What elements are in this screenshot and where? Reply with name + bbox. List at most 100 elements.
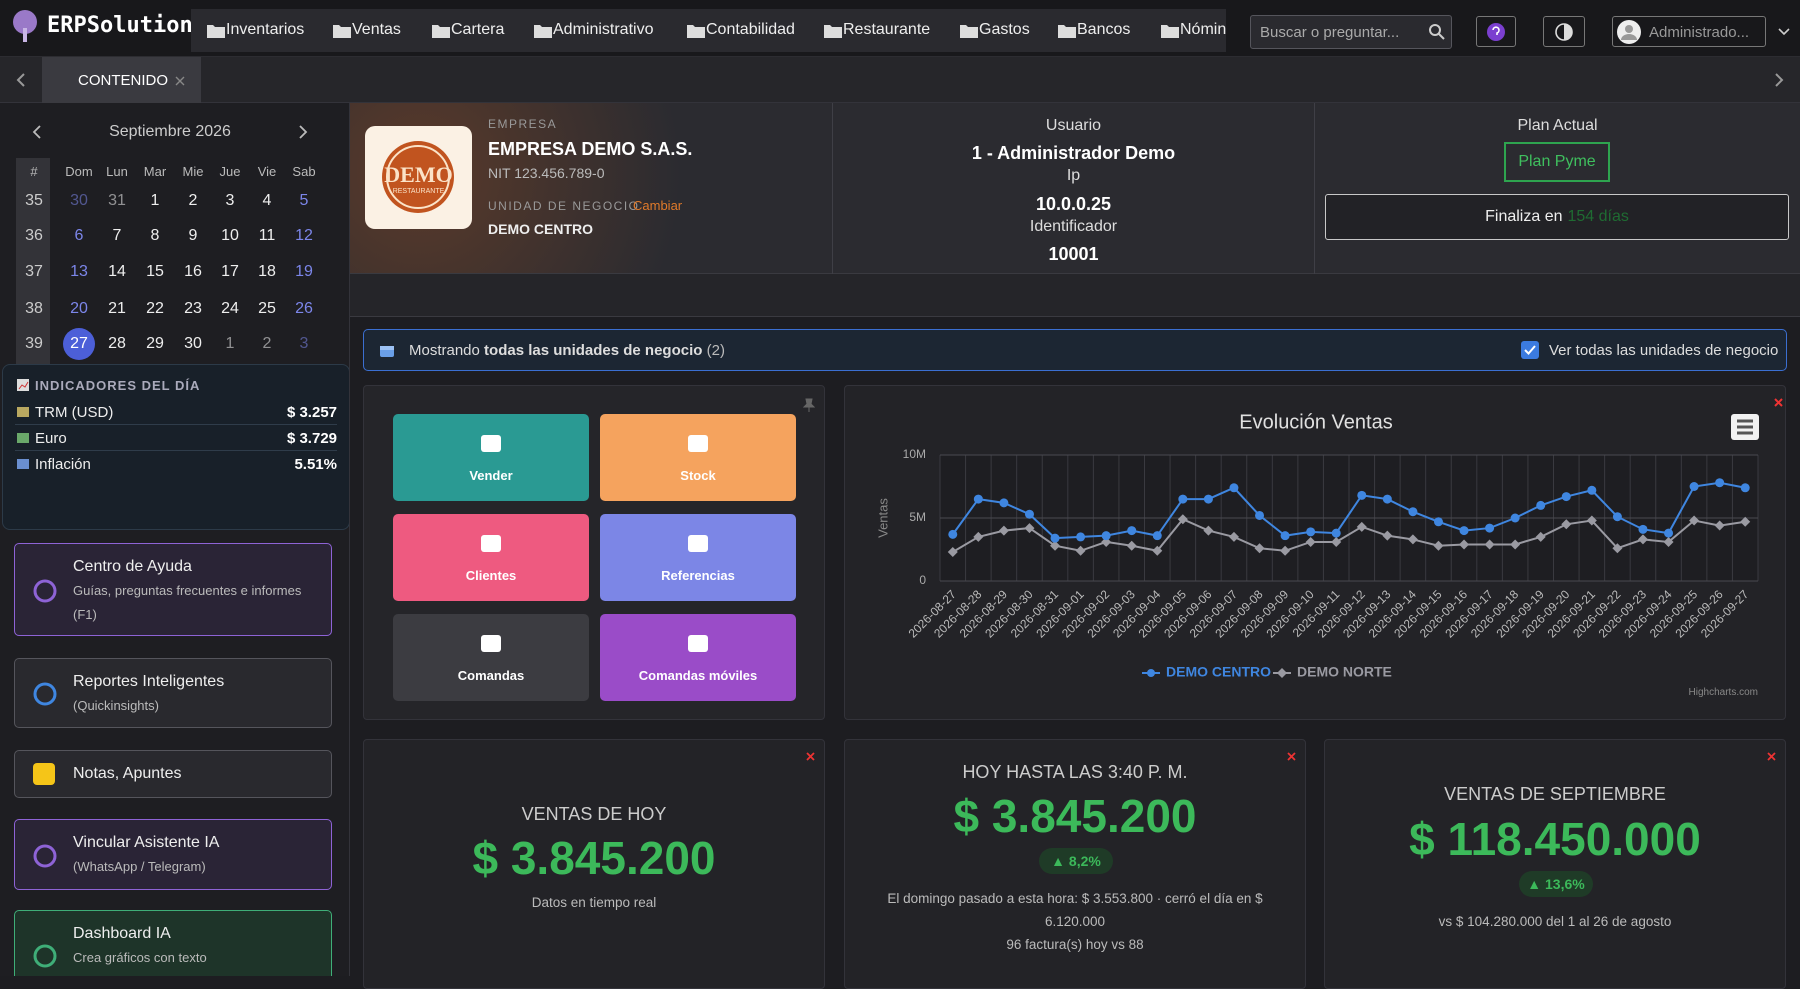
point (1050, 533, 1060, 543)
chart-title: Evolución Ventas (1239, 411, 1392, 433)
plan-badge[interactable]: Plan Pyme (1504, 142, 1610, 182)
side-card[interactable]: Notas, Apuntes (14, 750, 332, 798)
user-label: Usuario (1045, 117, 1102, 134)
quick-action[interactable]: Referencias (600, 514, 796, 601)
point (1356, 521, 1367, 532)
quick-action[interactable]: Comandas (393, 614, 589, 701)
calendar-day[interactable]: 11 (258, 227, 276, 244)
quick-action-icon (688, 435, 708, 452)
calendar-day[interactable]: 6 (74, 227, 84, 244)
indicator-icon (17, 433, 29, 443)
user-button[interactable]: Administrado... (1612, 16, 1766, 47)
side-card[interactable]: Dashboard IA Crea gráficos con texto (14, 910, 332, 976)
calendar-day[interactable]: 19 (295, 263, 313, 280)
user-caret[interactable] (1778, 28, 1790, 36)
calendar-day[interactable]: 13 (70, 263, 88, 280)
calendar-day[interactable]: 29 (146, 335, 164, 352)
help-button[interactable] (1476, 16, 1516, 47)
week-number: 36 (25, 227, 43, 244)
search-box[interactable]: Buscar o preguntar... (1250, 15, 1452, 49)
icon-shape (17, 433, 29, 443)
calendar-day[interactable]: 10 (221, 227, 239, 244)
folder-shape (432, 25, 450, 38)
logo-subtext: RESTAURANTE (392, 188, 445, 195)
quick-action[interactable]: Comandas móviles (600, 614, 796, 701)
calendar-day[interactable]: 1 (225, 335, 235, 352)
calendar-day[interactable]: 3 (299, 335, 309, 352)
brand[interactable]: ERPSolution (47, 13, 193, 38)
pin-icon[interactable] (803, 398, 815, 412)
calendar-day[interactable]: 27 (70, 335, 88, 352)
calendar-day[interactable]: 2 (188, 192, 198, 209)
calendar-day[interactable]: 7 (112, 227, 122, 244)
calendar-day[interactable]: 1 (150, 192, 160, 209)
export-menu[interactable] (1731, 414, 1759, 440)
calendar-day[interactable]: 20 (70, 300, 88, 317)
calendar-day[interactable]: 24 (221, 300, 239, 317)
calendar-day[interactable]: 23 (184, 300, 202, 317)
indicator-divider (15, 424, 337, 425)
calendar-day[interactable]: 14 (108, 263, 126, 280)
point (1177, 514, 1188, 525)
units-count: (2) (706, 342, 725, 359)
unit-change[interactable]: Cambiar (633, 198, 683, 213)
side-card[interactable]: Reportes Inteligentes (Quickinsights) (14, 658, 332, 728)
calendar-day[interactable]: 8 (150, 227, 160, 244)
legend-item[interactable]: DEMO CENTRO (1142, 664, 1271, 680)
indicators-icon (17, 379, 29, 391)
quick-action[interactable]: Stock (600, 414, 796, 501)
side-card[interactable]: Vincular Asistente IA (WhatsApp / Telegra… (14, 819, 332, 890)
theme-button[interactable] (1543, 16, 1585, 47)
calendar-day[interactable]: 12 (295, 227, 313, 244)
calendar-day[interactable]: 30 (184, 335, 202, 352)
calendar-day[interactable]: 25 (258, 300, 276, 317)
side-card[interactable]: Centro de Ayuda Guías, preguntas frecuent… (14, 543, 332, 636)
calendar-day[interactable]: 4 (262, 192, 272, 209)
menu-label: Bancos (1077, 21, 1131, 38)
calendar-day[interactable]: 17 (221, 263, 239, 280)
quick-action[interactable]: Clientes (393, 514, 589, 601)
legend-item[interactable]: DEMO NORTE (1273, 664, 1392, 680)
units-toggle[interactable]: Ver todas las unidades de negocio (1549, 342, 1779, 359)
tab[interactable]: CONTENIDO (42, 57, 201, 103)
tab-close[interactable] (175, 76, 185, 86)
help-icon (1487, 23, 1505, 41)
indicator-value: $ 3.257 (286, 404, 337, 421)
point (1228, 531, 1239, 542)
point (1229, 483, 1239, 493)
point (1382, 494, 1392, 504)
calendar-day[interactable]: 9 (188, 227, 198, 244)
search-icon (1429, 24, 1445, 40)
calendar-day[interactable]: 28 (108, 335, 126, 352)
calendar-prev[interactable] (32, 125, 42, 139)
calendar-day[interactable]: 16 (184, 263, 202, 280)
menu-label: Administrativo (553, 21, 654, 38)
calendar-day[interactable]: 18 (258, 263, 276, 280)
calendar-next[interactable] (298, 125, 308, 139)
calendar-day[interactable]: 2 (262, 335, 272, 352)
selected-day (63, 328, 95, 360)
units-checkbox[interactable] (1521, 341, 1539, 359)
logo-text: DEMO (384, 162, 453, 187)
calendar-day[interactable]: 5 (299, 192, 309, 209)
close-icon[interactable] (806, 752, 816, 762)
calendar-day[interactable]: 22 (146, 300, 164, 317)
close-icon[interactable] (1287, 752, 1297, 762)
calendar-day[interactable]: 30 (70, 192, 88, 209)
calendar-day[interactable]: 15 (146, 263, 164, 280)
menu-label: Ventas (352, 21, 401, 38)
calendar-day[interactable]: 3 (225, 192, 235, 209)
company-label: EMPRESA (488, 117, 558, 131)
tabs-prev[interactable] (15, 73, 27, 87)
close-icon[interactable] (1774, 398, 1783, 407)
calendar-day[interactable]: 21 (108, 300, 126, 317)
calendar-day[interactable]: 26 (295, 300, 313, 317)
indicators-list: TRM (USD) $ 3.257 Euro $ 3.729 Inflación 5.51… (3, 365, 349, 525)
point (1408, 507, 1418, 517)
calendar-day[interactable]: 31 (108, 192, 126, 209)
quick-action[interactable]: Vender (393, 414, 589, 501)
tabs-next[interactable] (1773, 73, 1785, 87)
credits[interactable]: Highcharts.com (1689, 687, 1758, 698)
close-icon[interactable] (1767, 752, 1777, 762)
